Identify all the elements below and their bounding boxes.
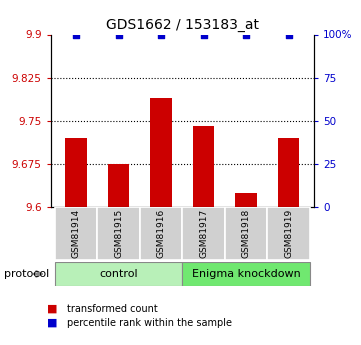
Text: GSM81916: GSM81916 (157, 209, 166, 258)
Text: ■: ■ (47, 318, 57, 327)
Bar (140, 207, 182, 260)
Bar (65, 138, 87, 207)
Text: Enigma knockdown: Enigma knockdown (192, 269, 300, 279)
Text: protocol: protocol (4, 269, 49, 279)
Text: transformed count: transformed count (67, 304, 157, 314)
Text: control: control (99, 269, 138, 279)
Point (116, 32, 121, 37)
Point (73, 32, 79, 37)
Text: GSM81918: GSM81918 (242, 209, 251, 258)
Bar (235, 193, 257, 207)
Bar (193, 127, 214, 207)
Text: GSM81914: GSM81914 (71, 209, 81, 258)
Bar (225, 207, 267, 260)
Point (243, 32, 249, 37)
Bar (182, 207, 225, 260)
Bar (108, 164, 129, 207)
Text: GSM81917: GSM81917 (199, 209, 208, 258)
Point (158, 32, 164, 37)
Point (201, 32, 206, 37)
Bar (267, 207, 310, 260)
Bar (55, 262, 182, 286)
Point (286, 32, 291, 37)
Bar (278, 138, 299, 207)
Bar (55, 207, 97, 260)
Title: GDS1662 / 153183_at: GDS1662 / 153183_at (106, 18, 259, 32)
Text: ■: ■ (47, 304, 57, 314)
Text: GSM81919: GSM81919 (284, 209, 293, 258)
Bar (182, 262, 310, 286)
Bar (151, 98, 172, 207)
Bar (97, 207, 140, 260)
Text: GSM81915: GSM81915 (114, 209, 123, 258)
Text: percentile rank within the sample: percentile rank within the sample (67, 318, 232, 327)
